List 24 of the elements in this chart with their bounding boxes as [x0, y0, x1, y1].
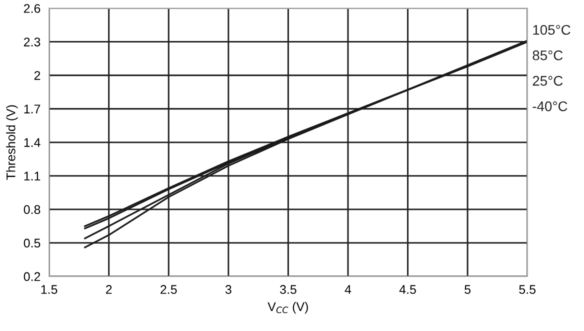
y-tick-label: 2.6 [24, 4, 40, 13]
x-tick-label: 3.5 [280, 285, 296, 294]
x-tick-label: 4.5 [399, 285, 416, 294]
x-tick-label: 5.5 [519, 285, 536, 294]
y-tick-label: 1.1 [24, 172, 40, 180]
x-tick-label: 2.5 [160, 285, 177, 294]
series-label: 105°C [533, 24, 570, 35]
y-tick-label: 0.2 [24, 272, 40, 282]
text: 25°C [532, 76, 563, 86]
y-tick-label: 1.7 [24, 104, 40, 114]
y-tick-label: 0.8 [24, 205, 40, 214]
x-axis-title: V$_{CC}$ (V) [268, 302, 308, 314]
y-tick-label: 2 [34, 71, 40, 80]
y-axis-title: Threshold (V) [6, 105, 18, 180]
x-tick-label: 5 [464, 285, 471, 294]
text: -40°C [532, 101, 568, 112]
series-label: 85°C [532, 50, 563, 60]
x-tick-label: 2 [106, 285, 112, 294]
y-tick-label: 1.4 [24, 138, 40, 147]
x-tick-label: 3 [225, 285, 232, 294]
y-tick-label: 2.3 [24, 38, 40, 46]
x-tick-label: 4 [344, 285, 352, 294]
x-tick-label: 1.5 [41, 285, 58, 294]
y-tick-label: 0.5 [24, 238, 40, 248]
